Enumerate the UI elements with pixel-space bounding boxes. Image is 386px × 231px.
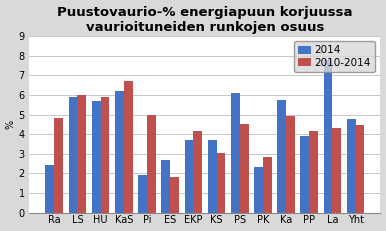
Title: Puustovaurio-% energiapuun korjuussa
vaurioituneiden runkojen osuus: Puustovaurio-% energiapuun korjuussa vau… — [57, 6, 353, 33]
Bar — [347, 119, 356, 213]
Bar — [54, 118, 63, 213]
Bar — [324, 60, 332, 213]
Bar — [217, 153, 225, 213]
Y-axis label: %: % — [5, 120, 15, 129]
Bar — [193, 131, 202, 213]
Bar — [124, 81, 133, 213]
Bar — [170, 177, 179, 213]
Bar — [356, 125, 364, 213]
Bar — [161, 160, 170, 213]
Bar — [240, 124, 249, 213]
Bar — [78, 95, 86, 213]
Bar — [92, 101, 101, 213]
Bar — [147, 115, 156, 213]
Bar — [231, 93, 240, 213]
Bar — [300, 136, 309, 213]
Bar — [138, 175, 147, 213]
Bar — [115, 91, 124, 213]
Bar — [309, 131, 318, 213]
Bar — [101, 97, 109, 213]
Bar — [332, 128, 341, 213]
Bar — [263, 157, 272, 213]
Bar — [185, 140, 193, 213]
Bar — [46, 165, 54, 213]
Bar — [208, 140, 217, 213]
Bar — [277, 100, 286, 213]
Bar — [286, 116, 295, 213]
Bar — [69, 97, 78, 213]
Bar — [254, 167, 263, 213]
Legend: 2014, 2010-2014: 2014, 2010-2014 — [294, 41, 375, 72]
